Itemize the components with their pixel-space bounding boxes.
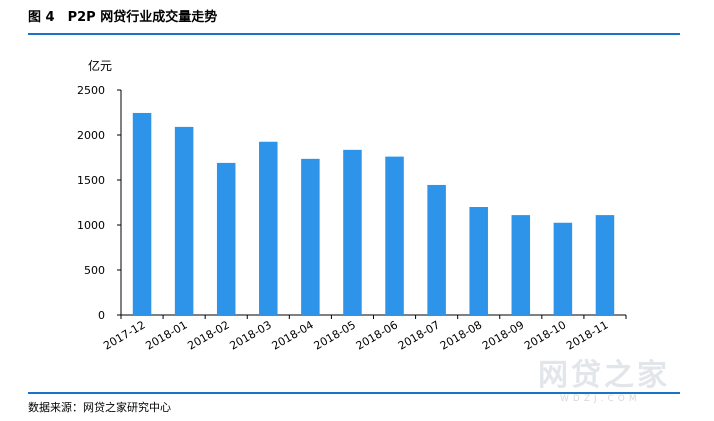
- bar-2018-03: [259, 141, 278, 315]
- y-tick-label: 1000: [77, 219, 105, 232]
- top-divider: [28, 33, 680, 35]
- bar-2018-02: [216, 162, 236, 315]
- bar-2018-09: [511, 215, 531, 315]
- x-tick-label: 2018-10: [522, 318, 568, 352]
- source-note: 数据来源：网贷之家研究中心: [28, 401, 171, 414]
- y-axis: 0 500 1000 1500 2000 2500: [77, 84, 122, 322]
- watermark-domain: WDZJ.COM: [560, 394, 641, 404]
- x-tick-label: 2018-09: [480, 318, 526, 352]
- bar-2018-05: [343, 149, 362, 315]
- watermark-logo: 网贷之家: [538, 358, 670, 393]
- y-tick-label: 0: [98, 309, 105, 322]
- x-tick-label: 2018-06: [354, 318, 400, 352]
- x-tick-label: 2018-02: [185, 318, 231, 352]
- bars: [132, 112, 615, 316]
- y-tick-label: 2500: [77, 84, 105, 97]
- x-tick-label: 2018-05: [312, 318, 358, 352]
- y-tick-label: 500: [84, 264, 105, 277]
- x-tick-label: 2018-03: [227, 318, 273, 352]
- x-tick-label: 2018-07: [396, 318, 442, 352]
- x-tick-label: 2018-08: [438, 318, 484, 352]
- bar-2018-01: [174, 126, 194, 316]
- x-tick-label: 2017-12: [101, 318, 147, 352]
- bar-2018-06: [385, 156, 404, 315]
- bar-2018-07: [427, 184, 446, 315]
- bottom-divider: [28, 392, 680, 394]
- figure-title: 图 4 P2P 网贷行业成交量走势: [28, 10, 218, 25]
- bar-2018-04: [301, 158, 320, 315]
- x-tick-label: 2018-01: [143, 318, 189, 352]
- y-tick-label: 1500: [77, 174, 105, 187]
- y-axis-label: 亿元: [88, 58, 112, 73]
- bar-2018-11: [595, 215, 615, 315]
- x-axis: 2017-122018-012018-022018-032018-042018-…: [101, 314, 627, 353]
- x-tick-label: 2018-11: [564, 318, 610, 352]
- y-tick-label: 2000: [77, 129, 105, 142]
- bar-2018-10: [553, 222, 573, 315]
- x-tick-label: 2018-04: [270, 318, 316, 352]
- bar-2017-12: [132, 112, 152, 315]
- bar-2018-08: [469, 207, 488, 315]
